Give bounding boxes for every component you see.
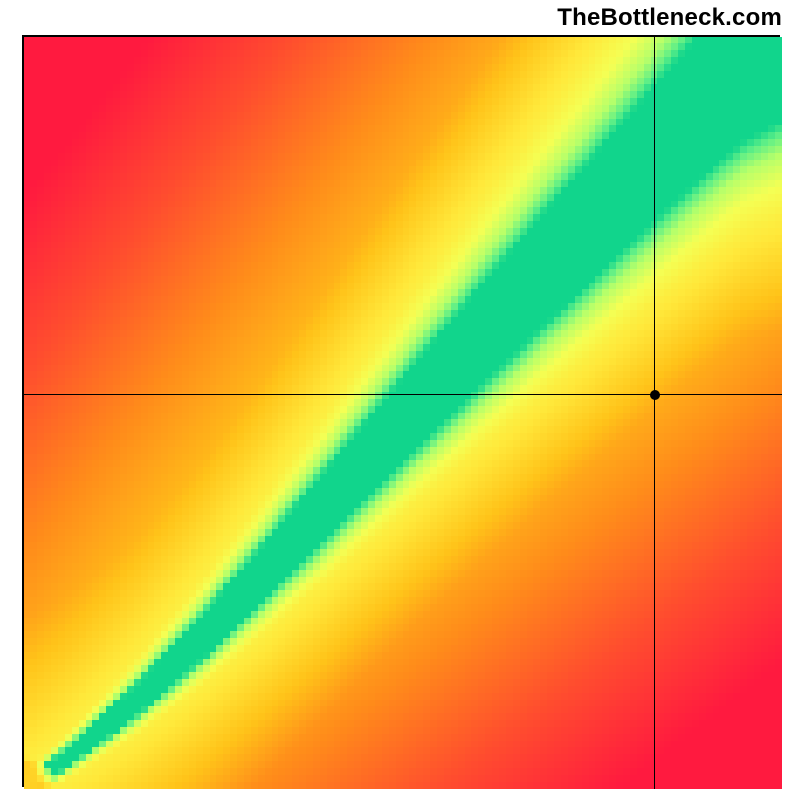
crosshair-horizontal	[24, 394, 782, 395]
crosshair-vertical	[654, 37, 655, 789]
chart-root: { "canvas": { "width_px": 800, "height_p…	[0, 0, 800, 800]
crosshair-marker-dot	[650, 390, 660, 400]
watermark-text: TheBottleneck.com	[557, 4, 782, 32]
heatmap-plot-frame	[22, 35, 780, 787]
heatmap-canvas	[24, 37, 782, 789]
